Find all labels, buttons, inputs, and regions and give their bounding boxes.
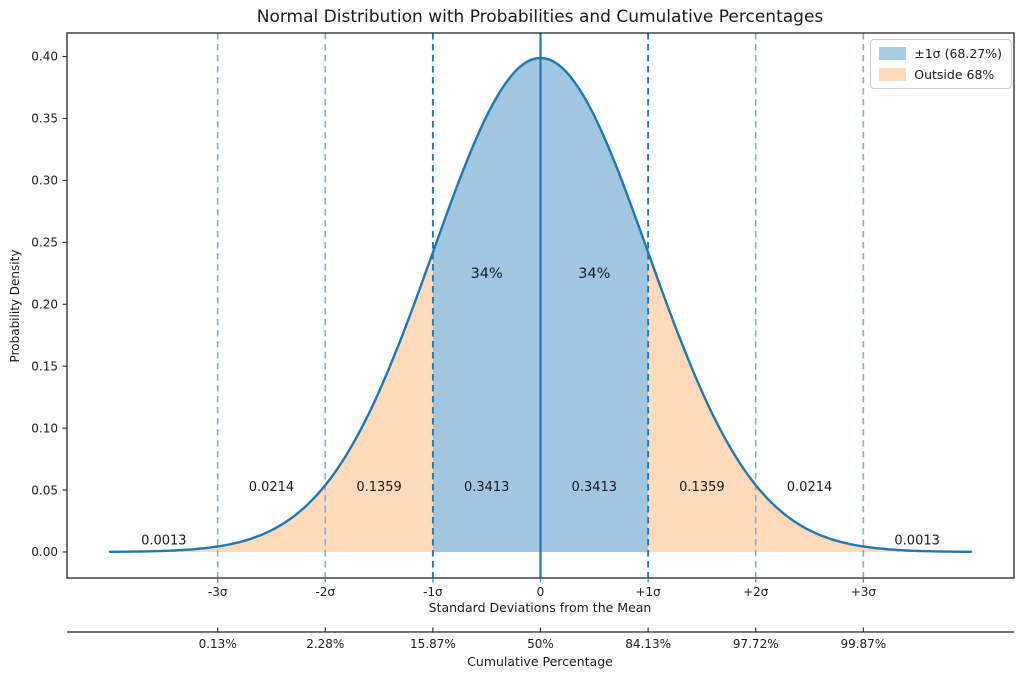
legend-swatch-blue-icon [879, 47, 907, 60]
annotation-00214: 0.0214 [787, 480, 833, 495]
y-tick-label: 0.05 [31, 483, 58, 497]
secondary-x-axis-label: Cumulative Percentage [467, 654, 613, 669]
annotation-00013: 0.0013 [141, 533, 187, 548]
annotations-group: 34% 34% 0.3413 0.3413 0.1359 0.1359 0.0214 0.02… [141, 266, 940, 549]
secondary-x-tick-label: 2.28% [306, 637, 344, 651]
y-tick-label: 0.25 [31, 236, 58, 250]
secondary-x-tick-label: 84.13% [625, 637, 671, 651]
secondary-x-tick-label: 99.87% [840, 637, 886, 651]
y-tick-label: 0.15 [31, 359, 58, 373]
bell-curve-path [108, 56, 973, 553]
x-tick-label: 0 [537, 585, 545, 599]
secondary-x-tick-label: 15.87% [410, 637, 456, 651]
annotation-03413: 0.3413 [572, 480, 618, 495]
secondary-axis-group: 0.13% 2.28% 15.87% 50% 84.13% 97.72% 99.87% [67, 627, 1014, 651]
x-tick-label: -2σ [315, 585, 335, 599]
legend-label: Outside 68% [914, 67, 995, 82]
y-ticks-group: 0.00 0.05 0.10 0.15 0.20 0.25 0.30 0.35 0.40 [31, 50, 67, 559]
y-tick-label: 0.00 [31, 545, 58, 559]
annotation-00214: 0.0214 [249, 480, 295, 495]
y-tick-label: 0.20 [31, 297, 58, 311]
annotation-01359: 0.1359 [679, 480, 725, 495]
x-tick-label: +3σ [851, 585, 877, 599]
legend-entry-within-1-sigma: ±1σ (68.27%) [879, 46, 1002, 61]
y-tick-label: 0.35 [31, 112, 58, 126]
vlines-group [216, 33, 865, 578]
annotation-00013: 0.0013 [894, 533, 940, 548]
annotation-01359: 0.1359 [356, 480, 402, 495]
x-axis-label: Standard Deviations from the Mean [428, 600, 652, 615]
x-tick-label: +1σ [635, 585, 661, 599]
region-fill-outside-1-sigma [110, 252, 433, 553]
legend-entry-outside-68: Outside 68% [879, 67, 1002, 82]
x-tick-label: -1σ [423, 585, 443, 599]
y-tick-label: 0.30 [31, 174, 58, 188]
x-tick-label: -3σ [208, 585, 228, 599]
annotation-03413: 0.3413 [464, 480, 510, 495]
annotation-34: 34% [471, 266, 503, 282]
legend: ±1σ (68.27%) Outside 68% [870, 39, 1012, 89]
x-ticks-group: -3σ -2σ -1σ 0 +1σ +2σ +3σ [208, 578, 877, 599]
secondary-x-tick-label: 50% [527, 637, 554, 651]
legend-label: ±1σ (68.27%) [914, 46, 1002, 61]
y-tick-label: 0.10 [31, 421, 58, 435]
secondary-x-tick-label: 97.72% [733, 637, 779, 651]
y-tick-label: 0.40 [31, 50, 58, 64]
x-tick-label: +2σ [743, 585, 769, 599]
region-fill-outside-1-sigma [648, 252, 971, 553]
annotation-34: 34% [578, 266, 610, 282]
legend-swatch-orange-icon [879, 68, 907, 81]
chart-title: Normal Distribution with Probabilities a… [256, 7, 824, 27]
secondary-x-tick-label: 0.13% [199, 637, 237, 651]
